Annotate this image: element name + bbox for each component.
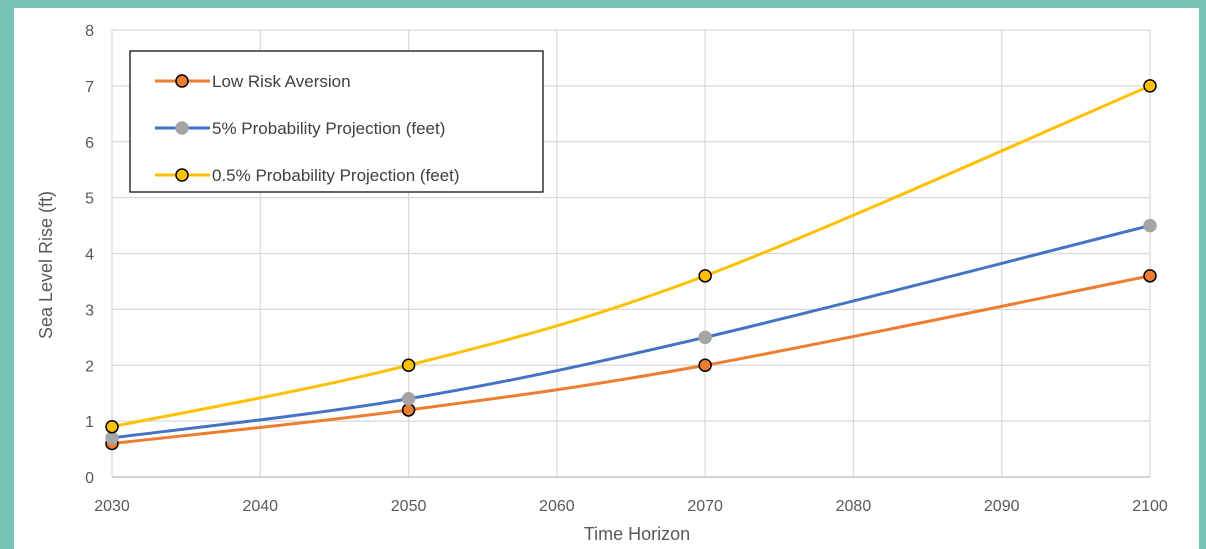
legend-marker <box>175 168 189 182</box>
series-3 <box>105 79 1157 434</box>
y-tick-label: 7 <box>85 79 94 96</box>
data-point <box>401 358 416 372</box>
data-point <box>1143 218 1157 233</box>
series-1 <box>105 269 1157 451</box>
data-point <box>401 403 416 417</box>
line-chart: 2030 2040 2050 2060 2070 2080 2090 2100 0 1 2 3 4 5 6 7… <box>36 23 1168 544</box>
y-tick-label: 5 <box>85 191 94 208</box>
y-tick-label: 3 <box>85 302 94 319</box>
y-tick-label: 1 <box>85 414 94 431</box>
data-point <box>698 358 712 372</box>
series <box>105 79 1157 451</box>
legend-marker <box>175 121 189 135</box>
gridlines <box>111 29 1151 478</box>
legend-entry: 0.5% Probability Projection (feet) <box>155 166 460 185</box>
x-tick-label: 2100 <box>1132 498 1168 515</box>
y-tick-label: 0 <box>85 470 94 487</box>
y-axis-title: Sea Level Rise (ft) <box>36 191 56 339</box>
legend-label: 0.5% Probability Projection (feet) <box>212 166 460 185</box>
x-tick-label: 2050 <box>391 498 427 515</box>
legend-entry: 5% Probability Projection (feet) <box>155 119 445 138</box>
data-point <box>698 269 712 283</box>
chart-frame: 2030 2040 2050 2060 2070 2080 2090 2100 0 1 2 3 4 5 6 7… <box>14 8 1199 549</box>
legend: Low Risk Aversion 5% Probability Projecti… <box>129 50 544 193</box>
legend-label: 5% Probability Projection (feet) <box>212 119 445 138</box>
x-axis-title: Time Horizon <box>584 524 690 544</box>
series-2 <box>105 218 1157 445</box>
series-line <box>111 224 1151 440</box>
y-tick-label: 8 <box>85 23 94 40</box>
x-tick-label: 2090 <box>984 498 1020 515</box>
x-tick-label: 2070 <box>687 498 723 515</box>
legend-entry: Low Risk Aversion <box>155 72 351 91</box>
data-point <box>1143 79 1157 93</box>
x-tick-label: 2040 <box>242 498 278 515</box>
series-line <box>111 84 1151 429</box>
data-point <box>1143 269 1157 283</box>
data-point <box>698 330 712 345</box>
x-tick-label: 2060 <box>539 498 575 515</box>
legend-label: Low Risk Aversion <box>212 72 351 91</box>
data-point <box>105 419 119 434</box>
legend-box <box>129 50 544 193</box>
data-point <box>105 431 119 445</box>
legend-marker <box>175 74 189 88</box>
y-tick-label: 4 <box>85 247 94 264</box>
x-tick-label: 2080 <box>836 498 872 515</box>
data-point <box>401 392 416 406</box>
axes: 2030 2040 2050 2060 2070 2080 2090 2100 0 1 2 3 4 5 6 7… <box>85 23 1168 515</box>
y-tick-label: 2 <box>85 358 94 375</box>
y-tick-label: 6 <box>85 135 94 152</box>
series-line <box>111 274 1151 445</box>
x-tick-label: 2030 <box>94 498 130 515</box>
